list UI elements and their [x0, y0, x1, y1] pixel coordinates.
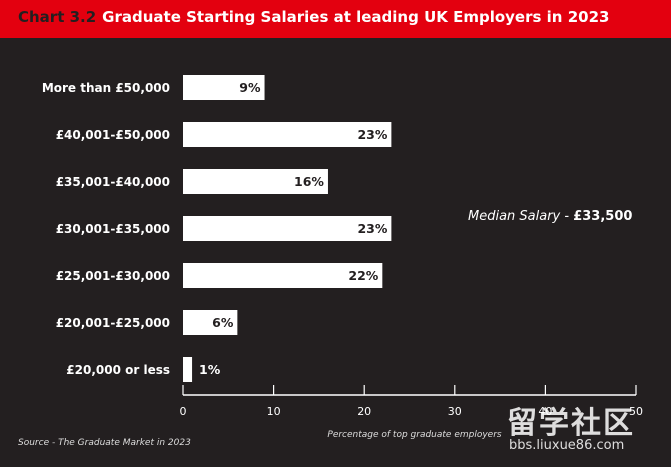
x-tick-label: 20 [357, 405, 371, 418]
watermark-url: bbs.liuxue86.com [509, 438, 625, 453]
category-label: £25,001-£30,000 [56, 269, 170, 283]
category-label: £20,000 or less [66, 363, 170, 377]
data-label: 1% [199, 362, 221, 377]
bar [183, 216, 392, 241]
data-label: 6% [212, 315, 234, 330]
chart-title: Chart 3.2 Graduate Starting Salaries at l… [18, 8, 609, 26]
chart-number: Chart 3.2 [18, 8, 97, 26]
chart-title-text: Graduate Starting Salaries at leading UK… [102, 8, 610, 26]
category-label: More than £50,000 [42, 81, 170, 95]
bar [183, 122, 392, 147]
data-label: 9% [239, 80, 261, 95]
x-axis-title: Percentage of top graduate employers [327, 430, 502, 440]
x-tick-label: 0 [180, 405, 187, 418]
x-tick-label: 10 [267, 405, 281, 418]
data-label: 16% [294, 174, 324, 189]
data-label: 23% [357, 127, 387, 142]
bar [183, 357, 193, 382]
category-label: £40,001-£50,000 [56, 128, 170, 142]
source-note: Source - The Graduate Market in 2023 [18, 438, 191, 448]
x-tick-label: 50 [629, 405, 643, 418]
bar [183, 169, 328, 194]
x-tick-label: 40 [538, 405, 552, 418]
median-salary-annotation: Median Salary - £33,500 [468, 209, 632, 224]
category-label: £35,001-£40,000 [56, 175, 170, 189]
x-tick-label: 30 [448, 405, 462, 418]
bar-chart: More than £50,000 9% £40,001-£50,000 23% £35… [42, 75, 643, 440]
bar [183, 75, 265, 100]
bar [183, 310, 238, 335]
watermark-text: 留学社区 [507, 406, 635, 441]
watermark: 留学社区 bbs.liuxue86.com [503, 398, 663, 458]
bar [183, 263, 383, 288]
data-label: 23% [357, 221, 387, 236]
category-label: £30,001-£35,000 [56, 222, 170, 236]
chart-header: Chart 3.2 Graduate Starting Salaries at l… [0, 0, 671, 38]
data-label: 22% [348, 268, 378, 283]
category-label: £20,001-£25,000 [56, 316, 170, 330]
